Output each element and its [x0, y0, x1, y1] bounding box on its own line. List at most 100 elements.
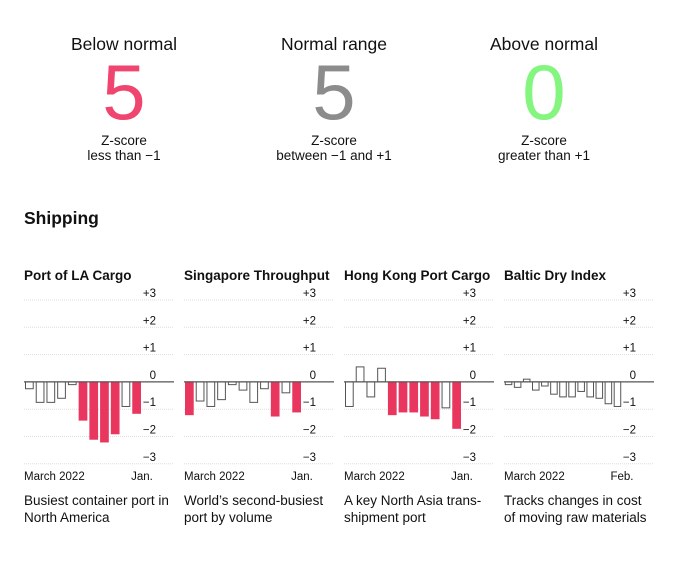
bar	[217, 381, 226, 401]
bar	[387, 381, 397, 416]
bar	[292, 381, 301, 413]
bar	[110, 381, 120, 435]
bar	[35, 381, 45, 403]
bar	[260, 381, 269, 390]
bar	[398, 381, 408, 413]
bar	[132, 381, 141, 414]
bar	[206, 381, 216, 407]
chart-description: Busiest container port in North America	[24, 493, 169, 525]
chart-svg: +3 +2 +1 0 −1 −2 −3 March 2022 Feb.	[504, 288, 654, 483]
bar	[604, 381, 613, 405]
bar	[550, 381, 558, 395]
bar	[238, 381, 248, 391]
normal-range-count: 5	[312, 48, 356, 136]
y-tick-label: +1	[143, 343, 156, 355]
above-normal-count: 0	[522, 48, 566, 136]
chart-panel-singapore: Singapore Throughput +3 +2 +1 0 −1 −2 −3 March …	[184, 250, 334, 560]
bar	[57, 381, 66, 399]
y-tick-label: −3	[303, 452, 316, 464]
bar	[46, 381, 56, 403]
y-tick-label: −2	[463, 425, 476, 437]
y-tick-label: +1	[463, 343, 476, 355]
chart-title: Hong Kong Port Cargo	[344, 268, 491, 283]
bar	[78, 381, 88, 421]
chart-panel-la-cargo: Port of LA Cargo +3 +2 +1 0 −1 −2 −3 March 2022…	[24, 250, 174, 560]
normal-range-desc-line2: between −1 and +1	[276, 148, 392, 163]
bar	[281, 381, 291, 394]
bar	[121, 381, 131, 407]
bar	[195, 381, 205, 402]
y-tick-label: −1	[623, 397, 636, 409]
y-tick-label: −1	[143, 397, 156, 409]
bar	[420, 381, 429, 417]
bar	[595, 381, 604, 399]
bar	[541, 381, 549, 387]
y-tick-label: −1	[303, 397, 316, 409]
normal-range-stat: Normal range 5 Z-score between −1 and +1	[254, 33, 414, 163]
y-tick-label: +3	[143, 288, 156, 300]
y-tick-label: +2	[303, 315, 316, 327]
chart-panel-baltic: Baltic Dry Index +3 +2 +1 0 −1 −2 −3 March 2022…	[504, 250, 654, 560]
chart-description: Tracks changes in cost of moving raw mat…	[504, 493, 647, 525]
chart-title: Port of LA Cargo	[24, 268, 132, 283]
above-normal-desc-line2: greater than +1	[498, 148, 590, 163]
bar	[366, 381, 376, 398]
bar	[568, 381, 576, 398]
below-normal-desc-line1: Z-score	[101, 133, 147, 148]
below-normal-desc-line2: less than −1	[87, 148, 161, 163]
bar	[452, 381, 461, 429]
x-end-label: Jan.	[131, 471, 153, 483]
bar	[249, 381, 259, 403]
bar	[577, 381, 585, 392]
y-tick-label: +2	[143, 315, 156, 327]
chart-description: World’s second-busiest port by volume	[184, 493, 324, 525]
x-end-label: Jan.	[291, 471, 313, 483]
below-normal-title: Below normal	[70, 34, 178, 54]
y-tick-label: +1	[303, 343, 316, 355]
chart-panel-hong-kong: Hong Kong Port Cargo +3 +2 +1 0 −1 −2 −3 March …	[344, 250, 494, 560]
y-tick-label: 0	[470, 370, 476, 382]
x-end-label: Feb.	[610, 471, 633, 483]
bar	[270, 381, 280, 417]
y-tick-label: −3	[623, 452, 636, 464]
bar	[430, 381, 440, 420]
bar	[513, 381, 522, 388]
y-tick-label: 0	[630, 370, 636, 382]
below-normal-count: 5	[102, 48, 146, 136]
chart-description: A key North Asia trans-shipment port	[344, 493, 482, 525]
above-normal-title: Above normal	[490, 34, 598, 54]
bar	[613, 381, 622, 407]
y-tick-label: +2	[623, 315, 636, 327]
below-normal-stat: Below normal 5 Z-score less than −1	[54, 33, 194, 163]
bar	[100, 381, 109, 443]
bar	[441, 381, 451, 409]
above-normal-desc-line1: Z-score	[521, 133, 567, 148]
section-title: Shipping	[24, 208, 99, 228]
x-start-label: March 2022	[344, 471, 405, 483]
chart-title: Singapore Throughput	[184, 268, 330, 283]
y-tick-label: +3	[463, 288, 476, 300]
y-tick-label: −3	[143, 452, 156, 464]
bar	[25, 381, 34, 390]
above-normal-stat: Above normal 0 Z-score greater than +1	[474, 33, 614, 163]
y-tick-label: −3	[463, 452, 476, 464]
y-tick-label: 0	[310, 370, 316, 382]
y-tick-label: −1	[463, 397, 476, 409]
x-start-label: March 2022	[184, 471, 245, 483]
bar	[345, 381, 354, 407]
x-start-label: March 2022	[24, 471, 85, 483]
y-tick-label: −2	[303, 425, 316, 437]
bar	[377, 367, 386, 383]
y-tick-label: −2	[623, 425, 636, 437]
bar	[586, 381, 594, 398]
normal-range-desc-line1: Z-score	[311, 133, 357, 148]
normal-range-title: Normal range	[280, 34, 388, 54]
y-tick-label: +2	[463, 315, 476, 327]
chart-title: Baltic Dry Index	[504, 268, 607, 283]
chart-svg: +3 +2 +1 0 −1 −2 −3 March 2022 Jan.	[24, 288, 174, 483]
bar	[409, 381, 419, 413]
y-tick-label: +3	[623, 288, 636, 300]
x-start-label: March 2022	[504, 471, 565, 483]
y-tick-label: +3	[303, 288, 316, 300]
y-tick-label: 0	[150, 370, 156, 382]
